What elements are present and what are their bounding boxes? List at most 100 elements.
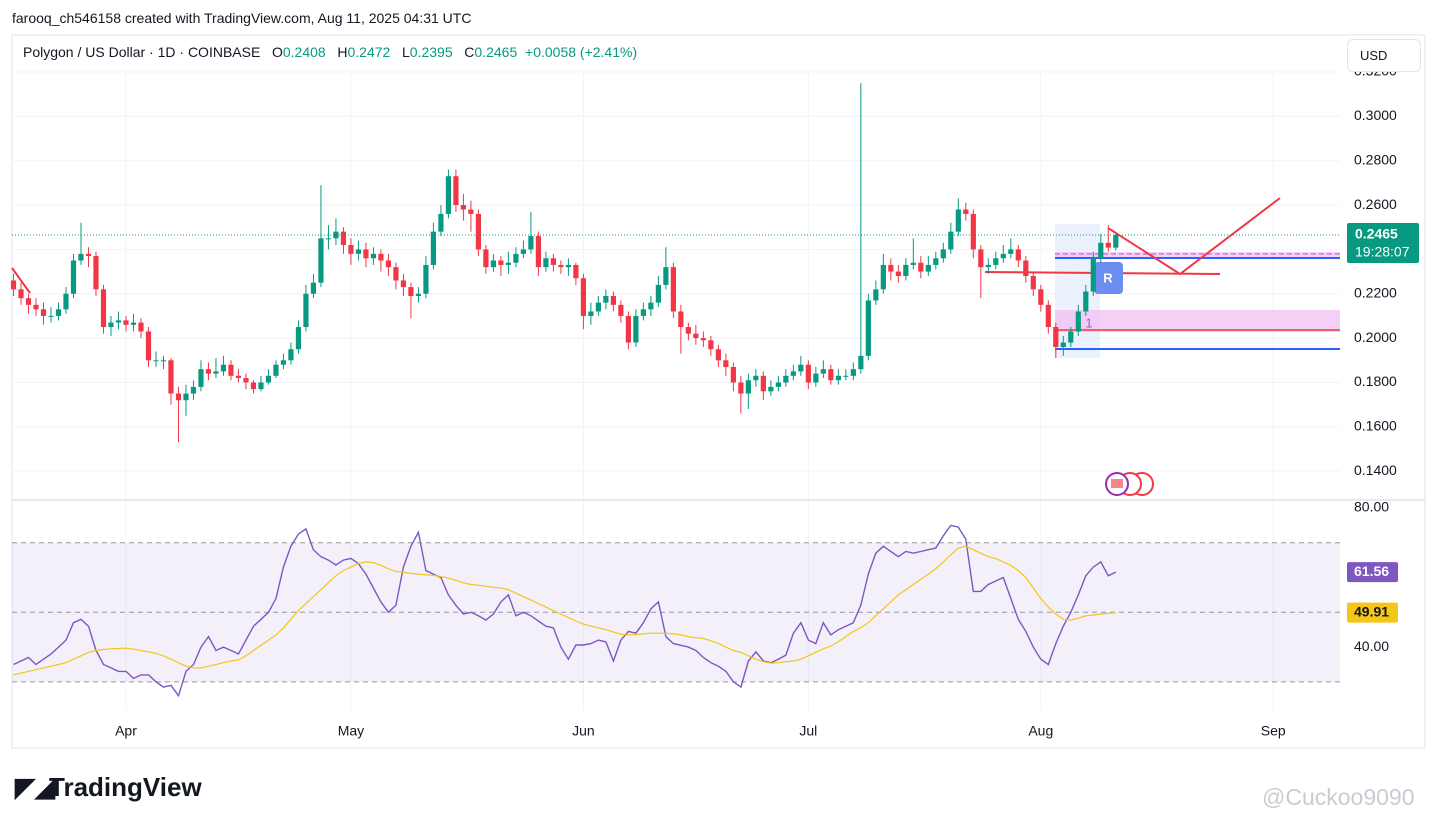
x-tick-label: Jun	[572, 723, 595, 739]
candle-body	[558, 264, 564, 268]
candle-body	[1083, 291, 1089, 312]
candle-body	[670, 267, 676, 312]
candle-body	[175, 393, 182, 401]
candle-body	[348, 244, 354, 254]
candle-body	[798, 364, 804, 372]
candle-body	[948, 231, 954, 250]
candle-body	[130, 322, 137, 325]
y-tick-label: 0.1600	[1354, 418, 1397, 434]
series	[10, 83, 1340, 698]
candle-body	[48, 315, 54, 317]
y-tick-label: 0.3000	[1354, 107, 1397, 123]
candle-body	[835, 375, 841, 381]
candle-body	[340, 231, 347, 245]
candle-body	[648, 302, 654, 310]
last-price-label: 0.2465	[1355, 226, 1398, 242]
y-tick-label: 0.2800	[1354, 151, 1397, 167]
candle-body	[903, 264, 909, 277]
grid	[12, 71, 1340, 710]
candle-body	[760, 375, 766, 392]
x-tick-label: May	[338, 723, 364, 739]
candle-body	[505, 262, 512, 265]
candle-body	[333, 231, 339, 239]
candle-body	[483, 249, 489, 268]
candle-body	[775, 382, 781, 387]
candle-body	[265, 375, 272, 383]
zone	[1055, 252, 1340, 258]
candle-body	[1008, 249, 1014, 254]
candle-body	[513, 253, 519, 263]
y-tick-label: 40.00	[1354, 638, 1389, 654]
r-badge	[1094, 262, 1123, 294]
candle-body	[730, 366, 736, 383]
candle-body	[805, 364, 811, 383]
candle-body	[715, 349, 721, 361]
candle-body	[970, 213, 976, 250]
candle-body	[708, 340, 714, 350]
candle-body	[1090, 258, 1096, 292]
candle-body	[10, 280, 17, 290]
value-box	[1347, 602, 1398, 623]
value-label: 49.91	[1354, 603, 1389, 619]
candle-body	[490, 260, 497, 268]
candle-body	[1015, 249, 1021, 261]
candle-body	[873, 289, 879, 301]
ohlc-label: O	[271, 44, 283, 60]
logo-mark: ◤◢	[15, 772, 55, 802]
ohlc-label: H	[337, 44, 348, 60]
candle-body	[415, 293, 422, 296]
candle-body	[138, 322, 144, 332]
candle-body	[753, 375, 759, 381]
candle-body	[1105, 242, 1111, 248]
currency-button[interactable]: USD	[1347, 39, 1421, 72]
candle-body	[1098, 242, 1104, 259]
candle-body	[783, 375, 789, 383]
candle-body	[813, 373, 819, 383]
y-tick-label: 80.00	[1354, 499, 1389, 515]
candle-body	[153, 360, 159, 362]
ohlc-value: 0.2395	[409, 44, 453, 60]
brand-logo: ◤◢TradingView	[15, 772, 202, 803]
candle-body	[235, 375, 242, 379]
candle-body	[25, 298, 32, 305]
candle-body	[790, 371, 796, 376]
candle-body	[888, 264, 894, 272]
candle-body	[663, 267, 669, 285]
y-tick-label: 0.1800	[1354, 373, 1397, 389]
candle-body	[468, 209, 474, 214]
rsi-line	[13, 524, 1117, 698]
candle-body	[850, 369, 856, 376]
candle-body	[325, 238, 332, 240]
last-price-box	[1347, 222, 1419, 263]
candle-body	[910, 262, 916, 265]
candle-body	[250, 382, 257, 390]
credit: farooq_ch546158 created with TradingView…	[12, 10, 472, 26]
x-tick-label: Aug	[1028, 723, 1053, 739]
candle-body	[168, 360, 174, 394]
candle-body	[1053, 327, 1059, 347]
candle-body	[78, 253, 84, 261]
candle-body	[955, 209, 961, 232]
candle-body	[918, 262, 924, 272]
candle-body	[213, 371, 219, 374]
candle-body	[145, 331, 152, 361]
candle-body	[445, 176, 452, 214]
candle-body	[1045, 304, 1051, 328]
projection	[1107, 197, 1281, 276]
candle-body	[288, 349, 294, 361]
candle-body	[543, 258, 549, 268]
candle-body	[738, 382, 744, 394]
candle-body	[1060, 342, 1066, 347]
candle-body	[70, 260, 77, 294]
candle-body	[625, 315, 631, 343]
frame	[11, 34, 1426, 749]
candle-body	[865, 300, 871, 356]
ohlc-label: C	[464, 44, 475, 60]
trend-line	[11, 267, 31, 294]
badge-icon: R	[1103, 270, 1113, 285]
change: +0.0058	[525, 44, 577, 60]
candle-body	[618, 304, 624, 316]
ohlc-value: 0.2472	[347, 44, 391, 60]
